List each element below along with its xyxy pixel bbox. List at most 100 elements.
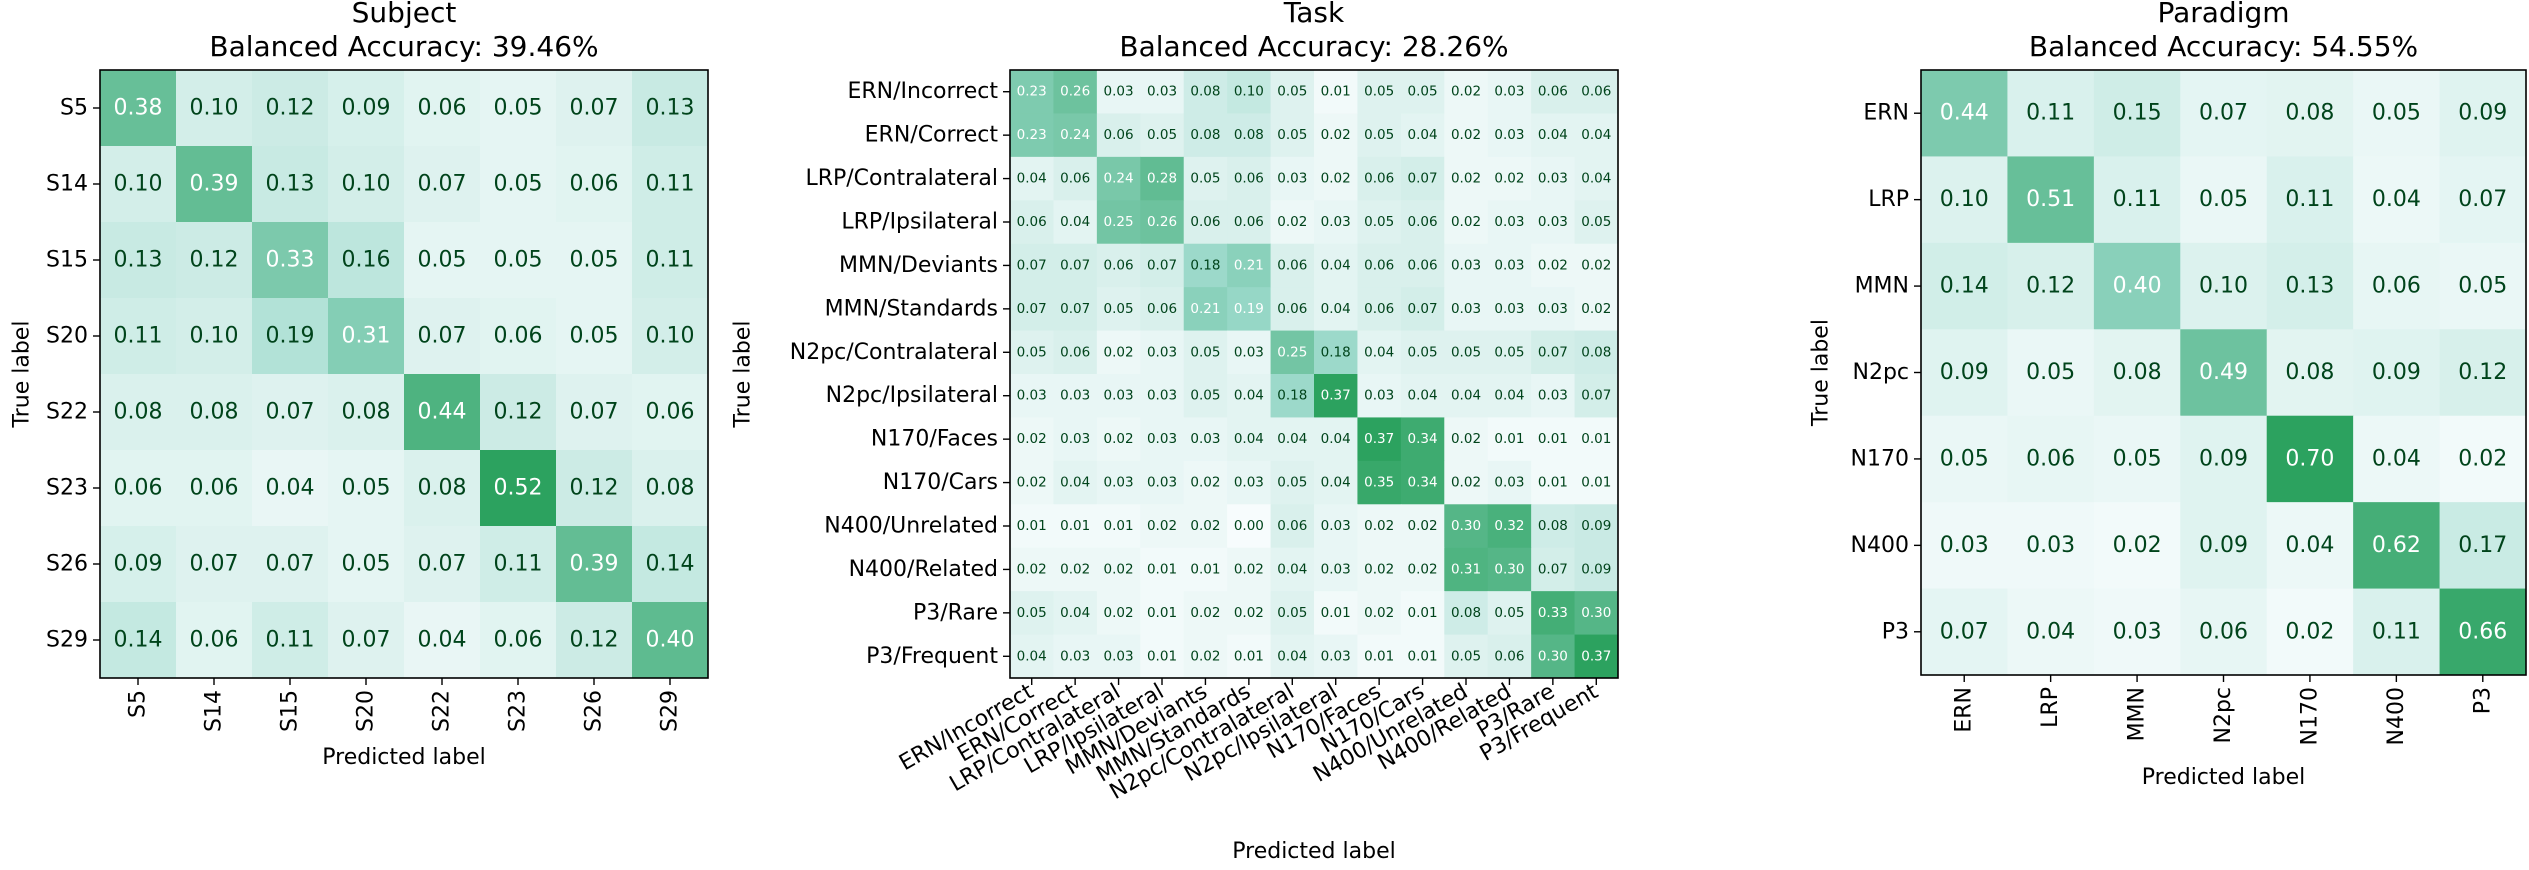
cell-value-label: 0.05	[2372, 101, 2421, 126]
cell-value-label: 0.16	[342, 248, 391, 273]
heatmap-cell	[1314, 287, 1358, 332]
cell-value-label: 0.08	[2285, 360, 2334, 385]
plot-frame	[99, 69, 709, 679]
cell-value-label: 0.03	[2026, 533, 2075, 558]
heatmap-cell	[1053, 374, 1098, 418]
cell-value-label: 0.02	[1190, 475, 1220, 491]
cell-value-label: 0.07	[570, 400, 619, 425]
cell-value-label: 0.05	[1190, 388, 1220, 404]
cell-value-label: 0.12	[2026, 274, 2075, 299]
heatmap-cell	[1314, 547, 1358, 592]
heatmap-cell	[1140, 156, 1185, 201]
heatmap-cell	[480, 70, 557, 147]
heatmap-cell	[1574, 460, 1619, 505]
cell-value-label: 0.03	[1321, 561, 1351, 577]
heatmap-cell	[252, 146, 329, 223]
cell-value-label: 0.03	[1147, 344, 1177, 360]
x-axis-label: Predicted label	[322, 745, 485, 770]
y-tick-label: N400/Unrelated	[824, 514, 998, 539]
cell-value-label: 0.62	[2372, 533, 2421, 558]
heatmap-cell	[1357, 287, 1402, 332]
cell-value-label: 0.05	[2199, 187, 2248, 212]
cell-value-label: 0.07	[266, 552, 315, 577]
x-tick-label: S23	[506, 690, 531, 732]
cell-value-label: 0.02	[1451, 84, 1481, 100]
cell-value-label: 0.04	[1581, 171, 1611, 187]
cell-value-label: 0.03	[1321, 214, 1351, 230]
heatmap-cell	[1357, 374, 1402, 418]
y-tick-label: N170/Faces	[871, 427, 998, 452]
cell-value-label: 0.02	[1017, 561, 1047, 577]
heatmap-cell	[1487, 504, 1532, 549]
y-tick-label: S26	[46, 552, 88, 577]
cell-value-label: 0.04	[1538, 127, 1568, 143]
heatmap-cell	[2007, 329, 2095, 417]
cell-value-label: 0.03	[1494, 301, 1524, 317]
heatmap-cell	[1140, 634, 1185, 679]
y-tick-label: S20	[46, 324, 88, 349]
cell-value-label: 0.02	[1451, 127, 1481, 143]
cell-value-label: 0.07	[418, 552, 467, 577]
heatmap-cell	[100, 526, 177, 603]
cell-value-label: 0.32	[1494, 518, 1524, 534]
y-axis-label: True label	[1809, 319, 1834, 427]
cell-value-label: 0.01	[1321, 84, 1351, 100]
x-tick-label: P3	[2470, 687, 2495, 714]
cell-value-label: 0.03	[1451, 301, 1481, 317]
cell-value-label: 0.49	[2199, 360, 2248, 385]
cell-value-label: 0.09	[2199, 533, 2248, 558]
cell-value-label: 0.14	[1940, 274, 1989, 299]
cell-value-label: 0.08	[646, 476, 695, 501]
cell-value-label: 0.14	[114, 628, 163, 653]
cell-value-label: 0.40	[646, 628, 695, 653]
cell-value-label: 0.05	[570, 248, 619, 273]
heatmap-cell	[1010, 70, 1054, 114]
heatmap-cell	[1487, 70, 1532, 114]
heatmap-cell	[2180, 588, 2268, 676]
cell-value-label: 0.09	[1581, 518, 1611, 534]
heatmap-cell	[1574, 243, 1619, 288]
heatmap-cell	[1096, 70, 1141, 114]
cell-value-label: 0.10	[1940, 187, 1989, 212]
cell-value-label: 0.34	[1408, 475, 1438, 491]
heatmap-cell	[556, 298, 633, 375]
heatmap-cell	[2007, 588, 2095, 676]
cell-value-label: 0.04	[1277, 561, 1307, 577]
heatmap-cell	[328, 602, 405, 679]
y-tick-label: MMN/Standards	[825, 296, 998, 321]
cell-value-label: 0.06	[114, 476, 163, 501]
heatmap-cell	[2180, 415, 2268, 503]
heatmap-cell	[1227, 156, 1272, 201]
cell-value-label: 0.02	[1408, 518, 1438, 534]
cell-value-label: 0.44	[418, 400, 467, 425]
heatmap-cell	[1314, 113, 1358, 158]
heatmap-cell	[1400, 113, 1445, 158]
heatmap-cell	[1444, 330, 1489, 375]
heatmap-cell	[2439, 415, 2527, 503]
heatmap-cell	[328, 450, 405, 527]
heatmap-cell	[1400, 634, 1445, 679]
heatmap-cell	[480, 298, 557, 375]
cell-value-label: 0.02	[1190, 605, 1220, 621]
heatmap-cell	[100, 70, 177, 147]
heatmap-cell	[252, 602, 329, 679]
cell-value-label: 0.02	[1581, 257, 1611, 273]
cell-value-label: 0.06	[1017, 214, 1047, 230]
heatmap-cell	[1487, 634, 1532, 679]
cell-value-label: 0.01	[1494, 431, 1524, 447]
heatmap-cell	[1140, 460, 1185, 505]
cell-value-label: 0.05	[2026, 360, 2075, 385]
cell-value-label: 0.05	[1408, 344, 1438, 360]
heatmap-cell	[1531, 330, 1576, 375]
heatmap-cell	[1096, 156, 1141, 201]
cell-value-label: 0.01	[1147, 648, 1177, 664]
cell-value-label: 0.03	[1940, 533, 1989, 558]
cell-value-label: 0.03	[2113, 619, 2162, 644]
y-tick-label: P3/Frequent	[866, 644, 998, 669]
cell-value-label: 0.06	[1104, 127, 1134, 143]
x-tick-label: LRP	[2038, 687, 2063, 728]
cell-value-label: 0.11	[2113, 187, 2162, 212]
cell-value-label: 0.09	[114, 552, 163, 577]
cell-value-label: 0.02	[1494, 171, 1524, 187]
